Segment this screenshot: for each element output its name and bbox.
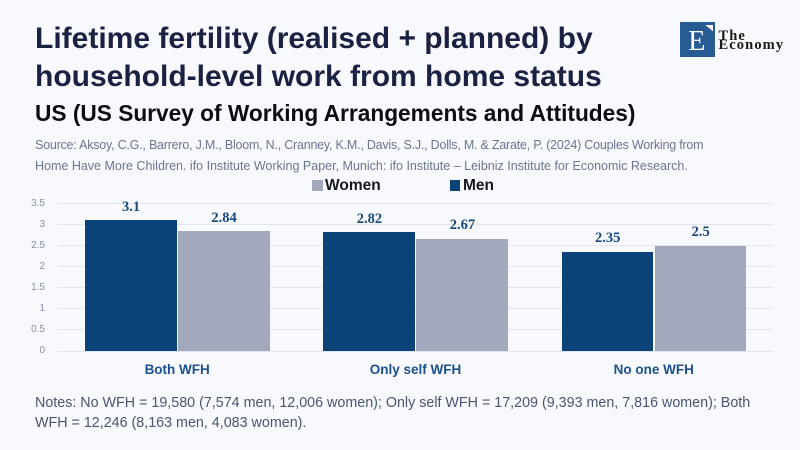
svg-text:E: E: [688, 26, 705, 57]
